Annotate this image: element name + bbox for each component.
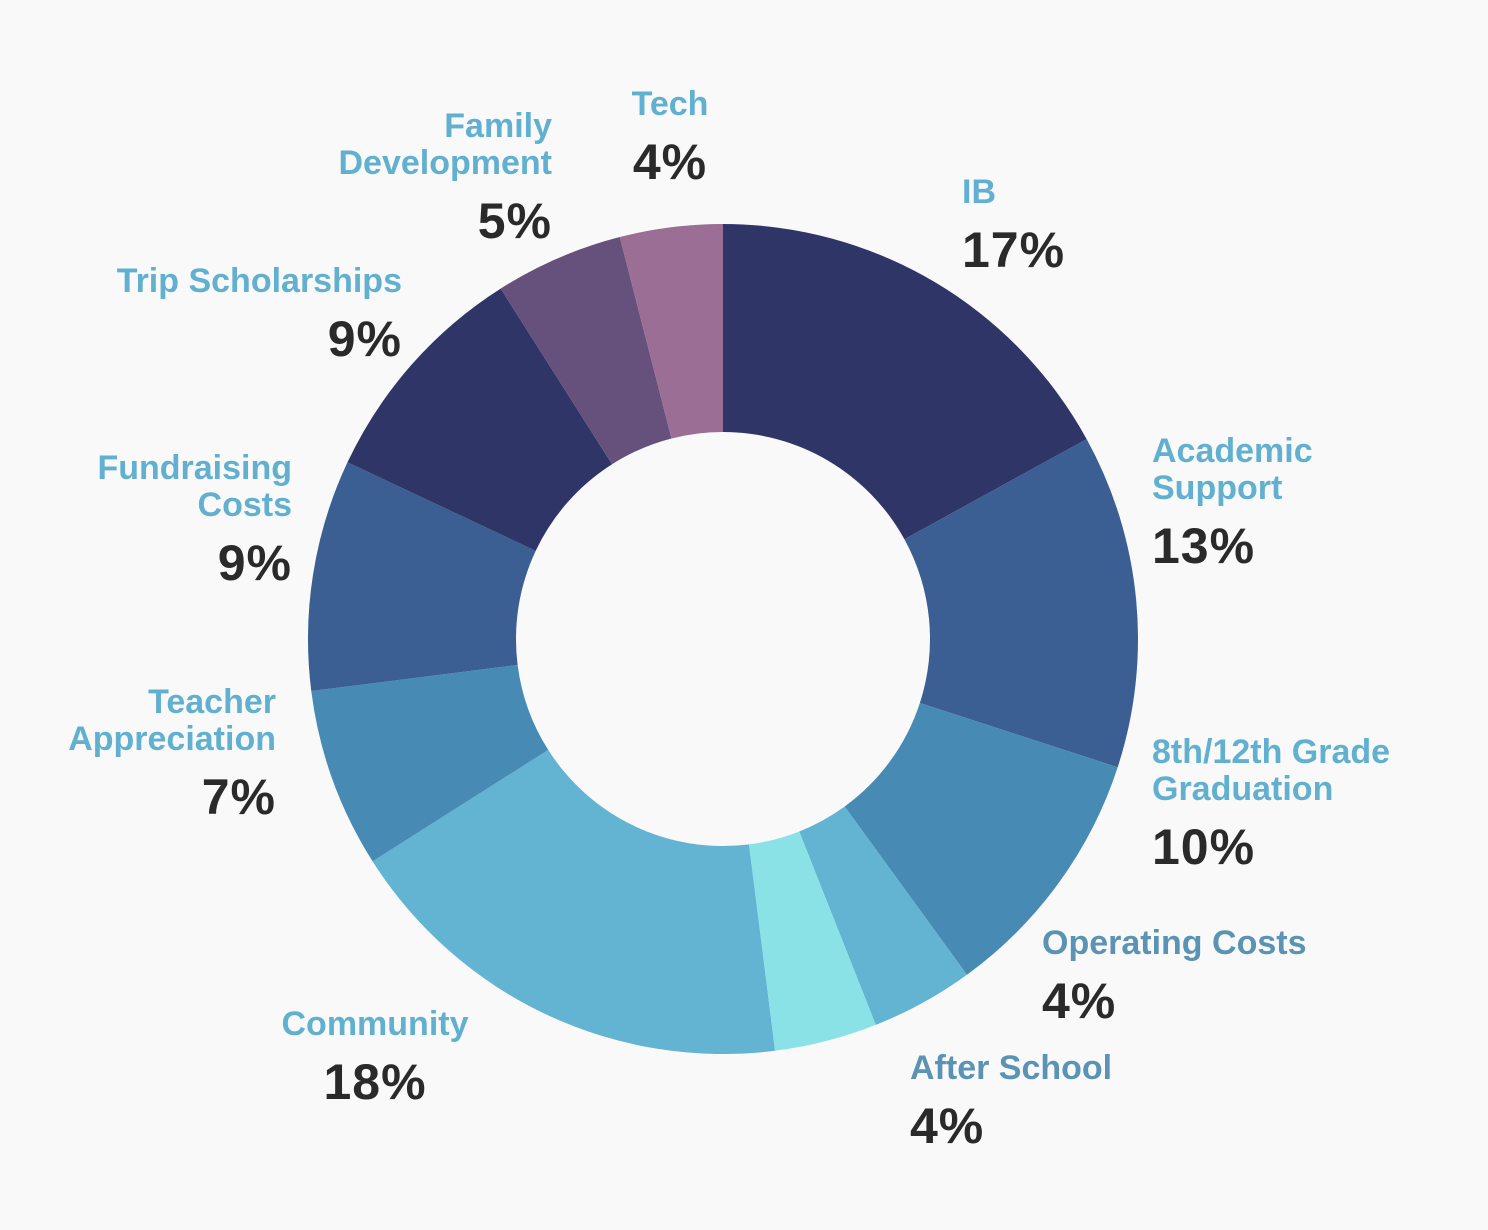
label-ib-category: IB	[962, 173, 996, 211]
label-academic-support: Academic Support 13%	[1152, 432, 1313, 574]
label-teacher-appreciation-category: Teacher Appreciation	[68, 683, 276, 758]
label-trip-scholarships: Trip Scholarships 9%	[116, 262, 402, 367]
label-ib-percent: 17%	[962, 222, 1066, 278]
label-graduation-category: 8th/12th Grade Graduation	[1152, 733, 1391, 808]
donut-slice-family-development	[500, 237, 672, 465]
donut-slice-fundraising-costs	[307, 462, 536, 692]
label-tech: Tech 4%	[600, 85, 740, 190]
label-teacher-appreciation: Teacher Appreciation 7%	[68, 683, 276, 825]
label-fundraising-costs-category: Fundraising Costs	[97, 449, 292, 524]
label-trip-scholarships-percent: 9%	[327, 311, 402, 367]
label-tech-percent: 4%	[632, 134, 708, 190]
label-after-school-percent: 4%	[910, 1098, 985, 1154]
label-graduation-percent: 10%	[1152, 819, 1256, 875]
label-community-percent: 18%	[323, 1054, 427, 1110]
label-family-development-category: Family Development	[338, 107, 553, 182]
label-graduation: 8th/12th Grade Graduation 10%	[1152, 733, 1391, 875]
label-tech-category: Tech	[631, 85, 709, 123]
donut-slice-ib	[723, 224, 1087, 540]
donut-slice-after-school	[748, 831, 876, 1051]
label-teacher-appreciation-percent: 7%	[201, 769, 276, 825]
donut-slice-tech	[619, 224, 723, 439]
label-operating-costs-percent: 4%	[1042, 973, 1117, 1029]
donut-slice-community	[372, 749, 776, 1055]
label-after-school: After School 4%	[910, 1049, 1113, 1154]
label-academic-support-category: Academic Support	[1152, 432, 1313, 507]
donut-slice-8th-12th-grade-graduation	[844, 702, 1118, 975]
donut-slice-academic-support	[904, 439, 1139, 768]
label-family-development-percent: 5%	[477, 193, 552, 249]
donut-slice-teacher-appreciation	[311, 664, 549, 862]
donut-slice-trip-scholarships	[347, 288, 613, 551]
label-community-category: Community	[281, 1005, 469, 1043]
label-after-school-category: After School	[910, 1049, 1113, 1087]
label-family-development: Family Development 5%	[338, 107, 553, 249]
label-ib: IB 17%	[962, 173, 1066, 278]
label-operating-costs-category: Operating Costs	[1042, 924, 1307, 962]
label-operating-costs: Operating Costs 4%	[1042, 924, 1307, 1029]
donut-slice-operating-costs	[799, 806, 967, 1025]
label-fundraising-costs-percent: 9%	[217, 535, 292, 591]
label-trip-scholarships-category: Trip Scholarships	[116, 262, 402, 300]
label-fundraising-costs: Fundraising Costs 9%	[97, 449, 292, 591]
label-academic-support-percent: 13%	[1152, 518, 1256, 574]
label-community: Community 18%	[260, 1005, 490, 1110]
